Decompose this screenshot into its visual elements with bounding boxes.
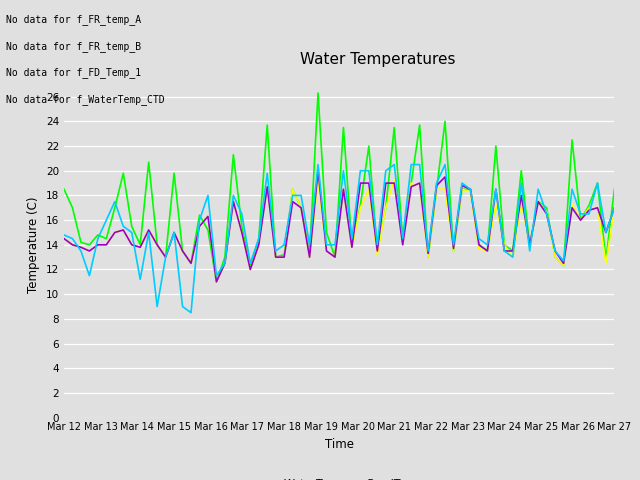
MDTemp_A <box>60 232 68 238</box>
Legend: FR_temp_C, WaterT, CondTemp, MDTemp_A: FR_temp_C, WaterT, CondTemp, MDTemp_A <box>148 475 530 480</box>
FR_temp_C <box>314 90 322 96</box>
Line: FR_temp_C: FR_temp_C <box>64 93 614 282</box>
MDTemp_A <box>509 254 516 260</box>
Text: No data for f_WaterTemp_CTD: No data for f_WaterTemp_CTD <box>6 94 165 105</box>
FR_temp_C <box>306 252 314 258</box>
WaterT <box>314 178 322 183</box>
WaterT <box>611 205 618 211</box>
WaterT <box>196 223 204 229</box>
Text: No data for f_FR_temp_A: No data for f_FR_temp_A <box>6 14 141 25</box>
WaterT <box>212 279 220 285</box>
WaterT <box>509 254 516 260</box>
Text: No data for f_FR_temp_B: No data for f_FR_temp_B <box>6 41 141 52</box>
MDTemp_A <box>187 310 195 315</box>
CondTemp <box>611 205 618 211</box>
CondTemp <box>509 248 516 254</box>
Line: WaterT: WaterT <box>64 180 614 282</box>
MDTemp_A <box>204 192 212 198</box>
FR_temp_C <box>611 186 618 192</box>
Y-axis label: Temperature (C): Temperature (C) <box>28 196 40 293</box>
WaterT <box>102 242 110 248</box>
CondTemp <box>323 248 330 254</box>
FR_temp_C <box>323 229 330 235</box>
Title: Water Temperatures: Water Temperatures <box>300 52 456 67</box>
FR_temp_C <box>509 248 516 254</box>
CondTemp <box>102 242 110 248</box>
WaterT <box>390 177 398 182</box>
MDTemp_A <box>238 211 246 217</box>
MDTemp_A <box>323 242 330 248</box>
CondTemp <box>238 229 246 235</box>
FR_temp_C <box>212 279 220 285</box>
CondTemp <box>60 236 68 241</box>
Text: No data for f_FD_Temp_1: No data for f_FD_Temp_1 <box>6 67 141 78</box>
WaterT <box>306 254 314 260</box>
MDTemp_A <box>611 205 618 211</box>
Line: MDTemp_A: MDTemp_A <box>64 165 614 312</box>
FR_temp_C <box>196 212 204 218</box>
CondTemp <box>306 254 314 260</box>
CondTemp <box>212 279 220 285</box>
WaterT <box>60 236 68 241</box>
CondTemp <box>314 168 322 174</box>
WaterT <box>238 229 246 235</box>
FR_temp_C <box>238 223 246 229</box>
MDTemp_A <box>306 242 314 248</box>
X-axis label: Time: Time <box>324 438 354 451</box>
Line: CondTemp: CondTemp <box>64 171 614 282</box>
FR_temp_C <box>60 186 68 192</box>
MDTemp_A <box>102 217 110 223</box>
MDTemp_A <box>314 162 322 168</box>
CondTemp <box>196 223 204 229</box>
FR_temp_C <box>102 236 110 241</box>
